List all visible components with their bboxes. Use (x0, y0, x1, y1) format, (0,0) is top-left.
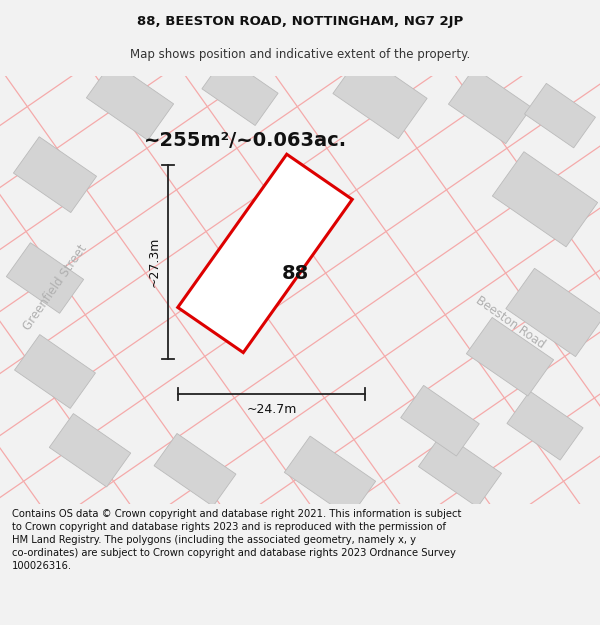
Polygon shape (418, 432, 502, 507)
Text: 88, BEESTON ROAD, NOTTINGHAM, NG7 2JP: 88, BEESTON ROAD, NOTTINGHAM, NG7 2JP (137, 15, 463, 28)
Polygon shape (401, 386, 479, 456)
Text: Map shows position and indicative extent of the property.: Map shows position and indicative extent… (130, 48, 470, 61)
Polygon shape (507, 391, 583, 460)
Polygon shape (493, 152, 598, 247)
Polygon shape (466, 318, 554, 396)
Polygon shape (524, 83, 595, 148)
Polygon shape (49, 414, 131, 487)
Polygon shape (13, 137, 97, 212)
Text: ~255m²/~0.063ac.: ~255m²/~0.063ac. (143, 131, 347, 150)
Polygon shape (448, 68, 532, 144)
Polygon shape (14, 334, 95, 409)
Text: Beeston Road: Beeston Road (473, 294, 547, 351)
Polygon shape (284, 436, 376, 518)
Text: 88: 88 (281, 264, 308, 282)
Text: Contains OS data © Crown copyright and database right 2021. This information is : Contains OS data © Crown copyright and d… (12, 509, 461, 571)
Text: ~24.7m: ~24.7m (247, 403, 296, 416)
Text: Greenfield Street: Greenfield Street (20, 242, 89, 333)
Text: ~27.3m: ~27.3m (148, 237, 161, 287)
Polygon shape (178, 154, 352, 352)
Polygon shape (154, 434, 236, 506)
Polygon shape (333, 53, 427, 139)
Polygon shape (86, 61, 173, 140)
Polygon shape (506, 268, 600, 357)
Polygon shape (7, 242, 83, 313)
Polygon shape (202, 56, 278, 126)
